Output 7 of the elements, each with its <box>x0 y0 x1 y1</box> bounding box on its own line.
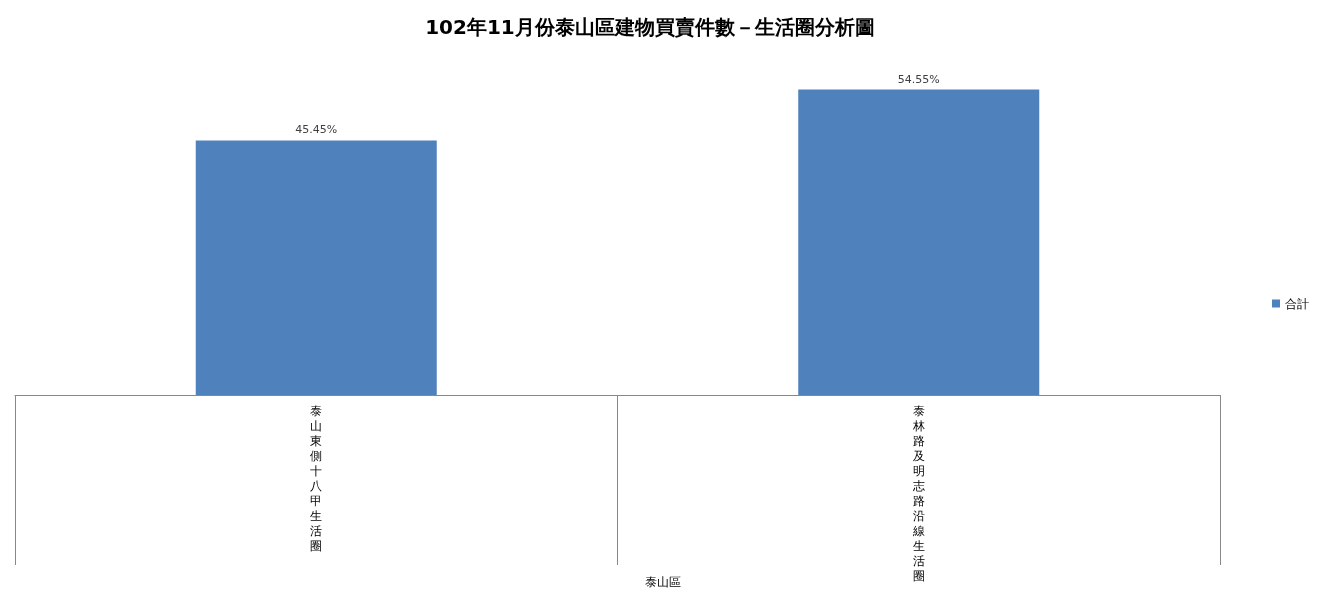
category-label: 泰林路及明志路沿線生活圈 <box>912 403 925 583</box>
data-label: 54.55% <box>897 72 940 86</box>
chart-title: 102年11月份泰山區建物買賣件數－生活圈分析圖 <box>425 15 875 39</box>
text: 泰山區 <box>645 575 681 589</box>
category-label: 泰山東側十八甲生活圈 <box>310 403 323 553</box>
legend-label: 合計 <box>1285 296 1309 311</box>
data-label: 45.45% <box>295 123 338 137</box>
